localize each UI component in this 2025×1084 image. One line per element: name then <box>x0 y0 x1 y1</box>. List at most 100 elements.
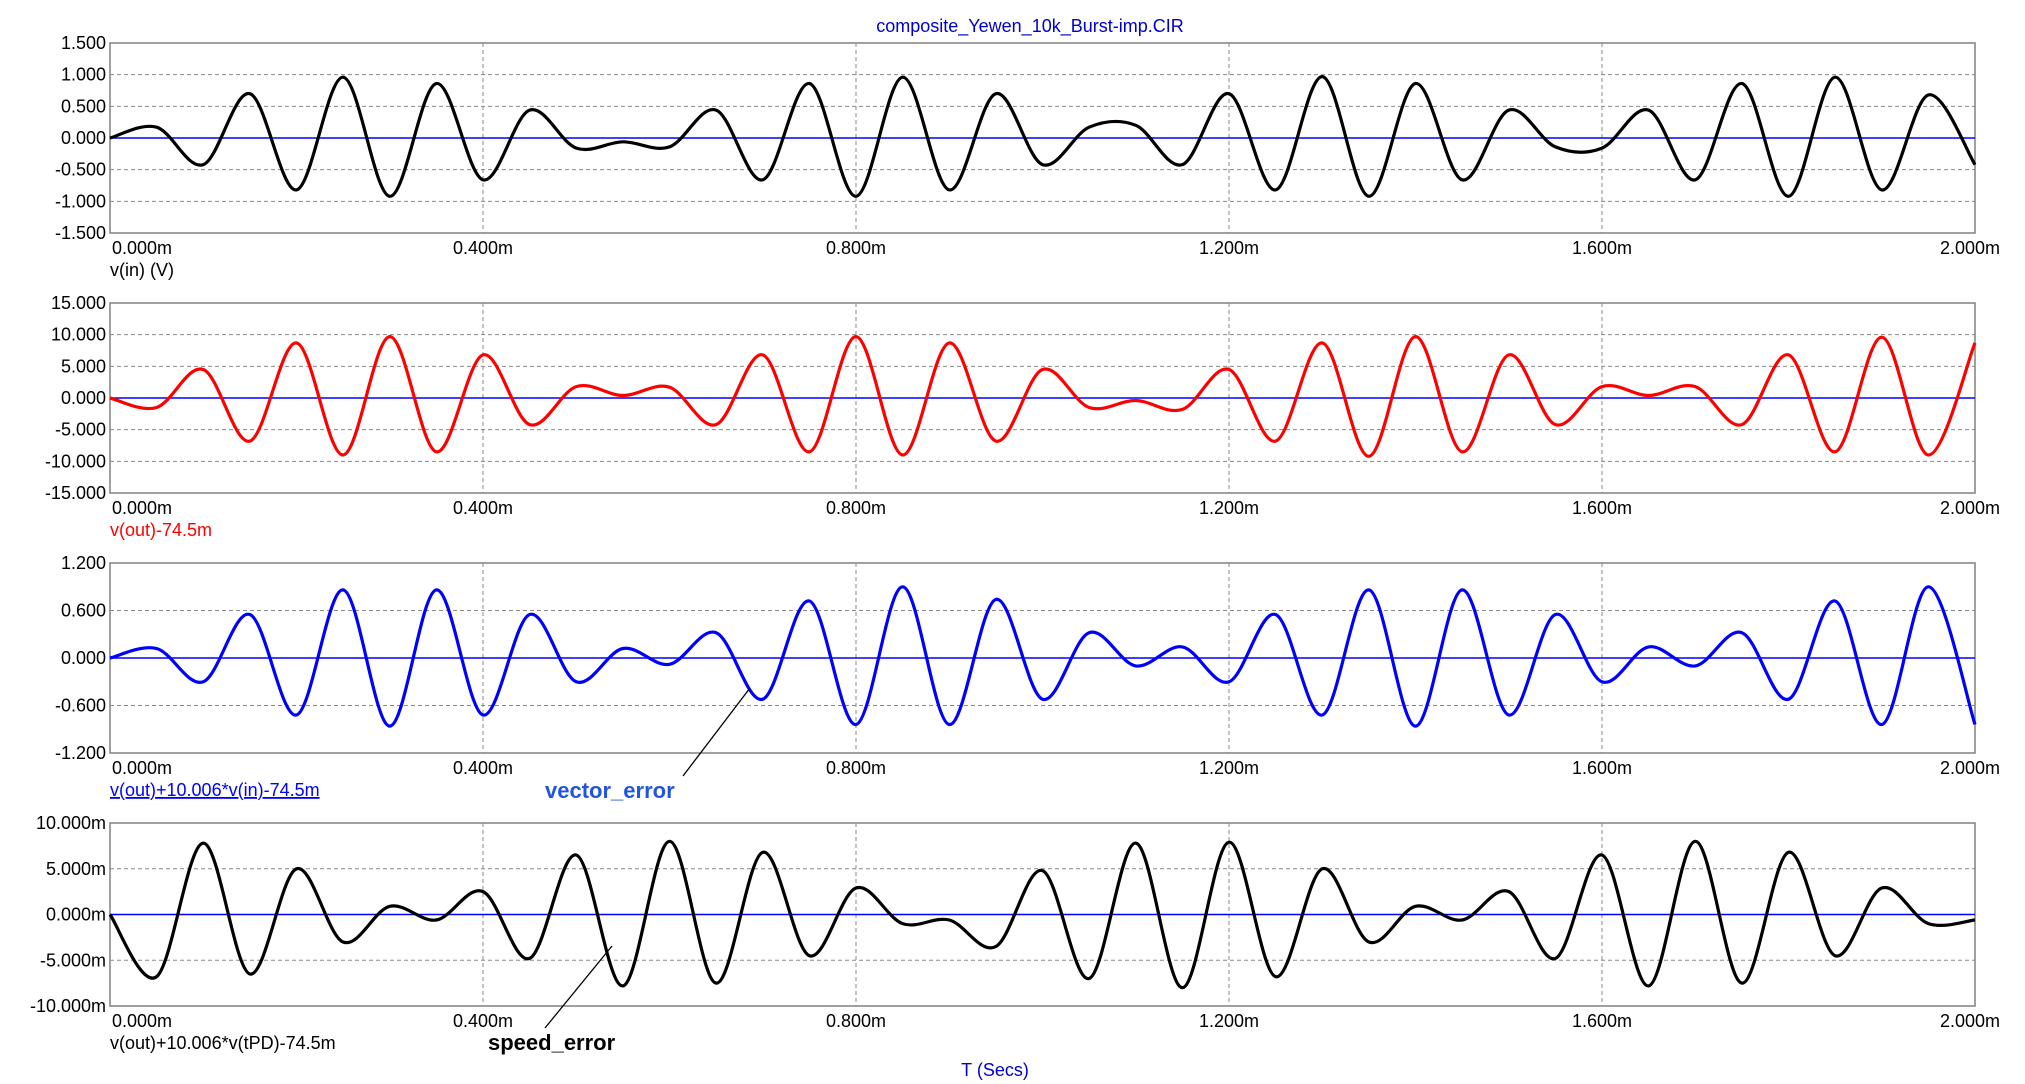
data-point <box>808 451 810 453</box>
data-point <box>155 647 157 649</box>
data-point <box>808 600 810 602</box>
data-point <box>808 82 810 84</box>
data-point <box>1368 195 1370 197</box>
y-tick-label: 0.000m <box>46 905 106 925</box>
trace-label: v(out)+10.006*v(in)-74.5m <box>110 780 320 800</box>
data-point <box>155 126 157 128</box>
data-point <box>668 386 670 388</box>
window-title: composite_Yewen_10k_Burst-imp.CIR <box>876 16 1184 37</box>
plot-panel-2: 15.000 10.000 5.000 0.000 -5.000 -10.000 -15.0… <box>45 293 2000 540</box>
data-point <box>1881 189 1883 191</box>
x-tick-label: 0.000m <box>112 758 172 778</box>
leader-line <box>544 945 613 1029</box>
data-point <box>1927 454 1929 456</box>
data-point <box>1228 841 1230 843</box>
data-point <box>342 589 344 591</box>
data-point <box>389 725 391 727</box>
data-point <box>1508 354 1510 356</box>
data-point <box>715 632 717 634</box>
data-point <box>622 141 624 143</box>
data-point <box>435 82 437 84</box>
data-point <box>948 342 950 344</box>
data-point <box>1741 982 1743 984</box>
data-point <box>1647 109 1649 111</box>
data-point <box>155 976 157 978</box>
data-point <box>1228 368 1230 370</box>
data-point <box>1135 665 1137 667</box>
y-tick-label: -1.200 <box>55 743 106 763</box>
data-point <box>901 586 903 588</box>
y-tick-label: -10.000m <box>30 996 106 1016</box>
data-point <box>1135 842 1137 844</box>
y-tick-label: -1.000 <box>55 191 106 211</box>
data-point <box>995 598 997 600</box>
data-point <box>901 454 903 456</box>
y-tick-label: -15.000 <box>45 483 106 503</box>
trace-label: v(out)+10.006*v(tPD)-74.5m <box>110 1033 336 1053</box>
data-point <box>1274 440 1276 442</box>
data-point <box>1228 93 1230 95</box>
data-point <box>1414 335 1416 337</box>
annotation-speed-error: speed_error <box>488 1030 616 1055</box>
y-tick-label: 0.000 <box>61 648 106 668</box>
data-point <box>901 922 903 924</box>
x-tick-label: 0.000m <box>112 498 172 518</box>
data-point <box>1508 714 1510 716</box>
data-point <box>202 163 204 165</box>
data-point <box>1368 455 1370 457</box>
data-point <box>622 394 624 396</box>
data-point <box>1787 195 1789 197</box>
data-point <box>1601 385 1603 387</box>
leader-line <box>682 687 751 777</box>
plot-panels: 1.500 1.000 0.500 0.000 -0.500 -1.000 -1.500 0.… <box>30 33 2000 1053</box>
data-point <box>1041 368 1043 370</box>
x-tick-label: 0.800m <box>826 1011 886 1031</box>
data-point <box>435 451 437 453</box>
data-point <box>948 723 950 725</box>
data-point <box>1601 681 1603 683</box>
data-point <box>1321 868 1323 870</box>
data-point <box>575 385 577 387</box>
y-tick-label: 10.000m <box>36 813 106 833</box>
x-tick-label: 0.400m <box>453 758 513 778</box>
data-point <box>1274 976 1276 978</box>
x-tick-label: 0.800m <box>826 758 886 778</box>
y-tick-label: 5.000m <box>46 859 106 879</box>
data-point <box>202 368 204 370</box>
plot-panel-4: 10.000m 5.000m 0.000m -5.000m -10.000m 0.000m… <box>30 813 2000 1053</box>
data-point <box>1368 589 1370 591</box>
data-point <box>435 589 437 591</box>
annotation-vector-error: vector_error <box>545 778 675 803</box>
data-point <box>1834 76 1836 78</box>
data-point <box>1088 406 1090 408</box>
data-point <box>249 973 251 975</box>
data-point <box>762 179 764 181</box>
y-tick-label: 1.000 <box>61 65 106 85</box>
data-point <box>762 851 764 853</box>
y-tick-label: -5.000 <box>55 420 106 440</box>
data-point <box>389 905 391 907</box>
x-tick-label: 2.000m <box>1940 758 2000 778</box>
data-point <box>1414 82 1416 84</box>
data-point <box>1834 955 1836 957</box>
data-point <box>1228 681 1230 683</box>
data-point <box>1508 109 1510 111</box>
x-axis-label: T (Secs) <box>961 1060 1029 1080</box>
data-point <box>342 76 344 78</box>
trace-line <box>109 334 1977 458</box>
y-tick-label: 0.000 <box>61 388 106 408</box>
data-point <box>901 76 903 78</box>
data-point <box>1647 646 1649 648</box>
data-point <box>1088 632 1090 634</box>
data-point <box>249 93 251 95</box>
data-point <box>1461 451 1463 453</box>
y-tick-label: 1.200 <box>61 553 106 573</box>
data-point <box>1694 179 1696 181</box>
y-tick-label: 15.000 <box>51 293 106 313</box>
data-point <box>1694 385 1696 387</box>
data-point <box>1461 919 1463 921</box>
data-point <box>668 663 670 665</box>
data-point <box>668 840 670 842</box>
y-tick-label: 0.600 <box>61 601 106 621</box>
data-point <box>1554 146 1556 148</box>
